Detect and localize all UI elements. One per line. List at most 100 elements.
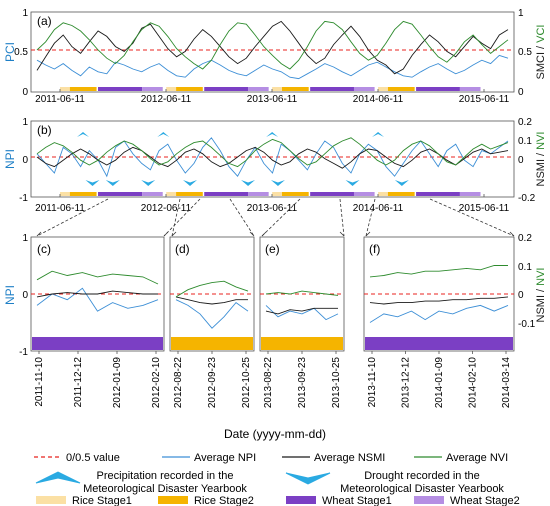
panel-b-stage-rice2-2014 bbox=[387, 192, 415, 196]
connector-arrowhead-6 bbox=[339, 231, 345, 237]
panel-a-stage-rice1-2013 bbox=[272, 87, 283, 91]
panel-a-ylabel-right: SMCI / VCI bbox=[535, 24, 547, 79]
drought-marker-5 bbox=[241, 180, 256, 186]
panel-a-ytick-right-top: 1 bbox=[518, 8, 524, 19]
panel-b-xtick-3: 2013-06-11 bbox=[247, 203, 298, 214]
zoom-panels: (c) (d) (e) (f) 1 0 -1 0.2 0.1 0 -0.1 NP… bbox=[3, 233, 547, 441]
panel-b-stage-wheat2-2011 bbox=[142, 192, 163, 196]
legend-wheat2-swatch bbox=[414, 496, 444, 504]
panel-a-stage-wheat1-2011 bbox=[98, 87, 143, 91]
panel-a-ylabel-left: PCI bbox=[3, 42, 17, 62]
zoom-plot-area bbox=[31, 265, 514, 350]
panel-b-frame bbox=[30, 120, 515, 198]
legend-wheat1-swatch bbox=[286, 496, 316, 504]
legend-drought-label-1: Drought recorded in the bbox=[364, 470, 480, 482]
legend-nsmi-label: Average NSMI bbox=[314, 452, 385, 464]
drought-marker-2 bbox=[105, 180, 120, 186]
panel-f-series-average-nsmi bbox=[369, 296, 509, 305]
panel-c-series-average-nsmi bbox=[36, 290, 158, 298]
legend-rice1-label: Rice Stage1 bbox=[72, 495, 132, 506]
panel-c-xtick-3: 2012-01-09 bbox=[112, 357, 123, 409]
panel-b-series-average-nvi bbox=[36, 137, 509, 168]
zoom-xtick-labels: 2011-11-10 2011-12-12 2012-01-09 2012-02-10… bbox=[34, 351, 512, 408]
panel-e-series-average-nsmi bbox=[265, 307, 338, 315]
panel-c-stage-band bbox=[32, 337, 163, 350]
panel-b-stage-rice1-2013 bbox=[272, 192, 283, 196]
panel-e-xtick-2: 2013-09-23 bbox=[297, 357, 308, 409]
panel-a-plot-area bbox=[31, 20, 514, 92]
panel-b-plot-area bbox=[31, 132, 514, 197]
panel-b-ylabel-left: NPI bbox=[3, 149, 17, 169]
panel-b-stage-rice2-2012 bbox=[176, 192, 203, 196]
zoom-ylabel-right-nvi: NVI bbox=[535, 267, 547, 285]
precipitation-marker-3 bbox=[266, 132, 279, 137]
panel-a-series-average-npi bbox=[36, 54, 509, 80]
legend-ref-line-label: 0/0.5 value bbox=[66, 452, 120, 464]
panel-a-stage-wheat2-2014 bbox=[459, 87, 481, 91]
panel-b-ytick-left-mid: 0 bbox=[22, 155, 28, 166]
zoom-ytick-left-bottom: -1 bbox=[19, 347, 28, 358]
panel-a-stage-rice2-2011 bbox=[69, 87, 97, 91]
panel-b-stage-rice1-2011 bbox=[60, 192, 70, 196]
panel-d-series-average-npi bbox=[175, 299, 249, 329]
panel-b-stage-wheat2-2014 bbox=[459, 192, 481, 196]
legend-wheat1-label: Wheat Stage1 bbox=[322, 495, 392, 506]
panel-d-stage-band bbox=[171, 337, 253, 350]
legend-precipitation-label-2: Meteorological Disaster Yearbook bbox=[83, 483, 247, 495]
panel-a-stage-rice2-2012 bbox=[176, 87, 203, 91]
zoom-ytick-left-mid: 0 bbox=[22, 290, 28, 301]
precipitation-marker-4 bbox=[372, 132, 385, 137]
legend-nvi-label: Average NVI bbox=[446, 452, 508, 464]
connector-line-2 bbox=[163, 198, 201, 237]
drought-marker-8 bbox=[394, 180, 409, 186]
legend-rice2-swatch bbox=[158, 496, 188, 504]
legend-precipitation-chevron bbox=[35, 471, 81, 484]
panel-d-label: (d) bbox=[175, 242, 190, 256]
panel-a-stage-rice2-2013 bbox=[282, 87, 309, 91]
legend-wheat2-label: Wheat Stage2 bbox=[450, 495, 520, 506]
panel-a-frame bbox=[30, 11, 515, 93]
panel-b-stage-wheat1-2012 bbox=[204, 192, 249, 196]
panel-f-xtick-2: 2013-12-12 bbox=[401, 357, 412, 409]
connector-arrowhead-8 bbox=[509, 231, 515, 237]
zoom-ylabel-right-nsmi: NSMI bbox=[535, 295, 547, 323]
panel-e-label: (e) bbox=[265, 242, 280, 256]
connector-line-3 bbox=[171, 198, 181, 237]
panel-a-stage-wheat1-2014 bbox=[416, 87, 460, 91]
panel-b-stage-wheat2-2012 bbox=[248, 192, 269, 196]
panel-d-series-average-nsmi bbox=[175, 296, 248, 305]
panel-b-ytick-left-top: 1 bbox=[22, 117, 28, 128]
zoom-ytick-right-bottom: -0.1 bbox=[518, 319, 536, 330]
legend-drought-icon bbox=[285, 472, 331, 485]
legend-precipitation-label-1: Precipitation recorded in the bbox=[97, 470, 234, 482]
panel-b-ytick-right-top: 0.2 bbox=[518, 117, 532, 128]
connector-arrowhead-1 bbox=[36, 231, 42, 237]
panel-b-stage-wheat1-2013 bbox=[310, 192, 354, 196]
legend-rice2-label: Rice Stage2 bbox=[194, 495, 254, 506]
panel-a-stage-rice1-2014 bbox=[378, 87, 388, 91]
panel-f-xtick-3: 2014-01-09 bbox=[434, 357, 445, 409]
panel-b-ylabel-right: NSMI / NVI bbox=[535, 131, 547, 186]
legend: 0/0.5 value Average NPI Average NSMI Ave… bbox=[34, 452, 520, 506]
panel-a-label: (a) bbox=[37, 14, 52, 28]
panel-c-series-average-npi bbox=[36, 287, 159, 312]
connector-arrowhead-7 bbox=[365, 231, 371, 237]
drought-marker-1 bbox=[85, 180, 100, 186]
panel-b-stage-wheat1-2014 bbox=[416, 192, 460, 196]
panel-d-xtick-1: 2012-08-22 bbox=[173, 357, 184, 409]
zoom-ytick-right-mid: 0 bbox=[518, 290, 524, 301]
legend-precipitation-icon bbox=[35, 471, 81, 484]
panel-c-series-average-nvi bbox=[36, 270, 159, 285]
panel-f-xtick-4: 2014-02-10 bbox=[468, 357, 479, 409]
panel-b-xtick-1: 2011-06-11 bbox=[35, 203, 85, 214]
panel-f-xtick-1: 2013-11-10 bbox=[367, 357, 378, 408]
panel-a-xtick-5: 2015-06-11 bbox=[459, 94, 510, 105]
connector-arrowhead-4 bbox=[249, 231, 255, 237]
panel-a-stage-wheat1-2013 bbox=[310, 87, 354, 91]
panel-a-xtick-4: 2014-06-11 bbox=[353, 94, 404, 105]
panel-b-xtick-2: 2012-06-11 bbox=[141, 203, 192, 214]
panel-c-xtick-4: 2012-02-10 bbox=[151, 357, 162, 409]
panel-e-xtick-1: 2013-08-22 bbox=[263, 357, 274, 409]
panel-a-series-average-nsmi bbox=[36, 20, 509, 75]
